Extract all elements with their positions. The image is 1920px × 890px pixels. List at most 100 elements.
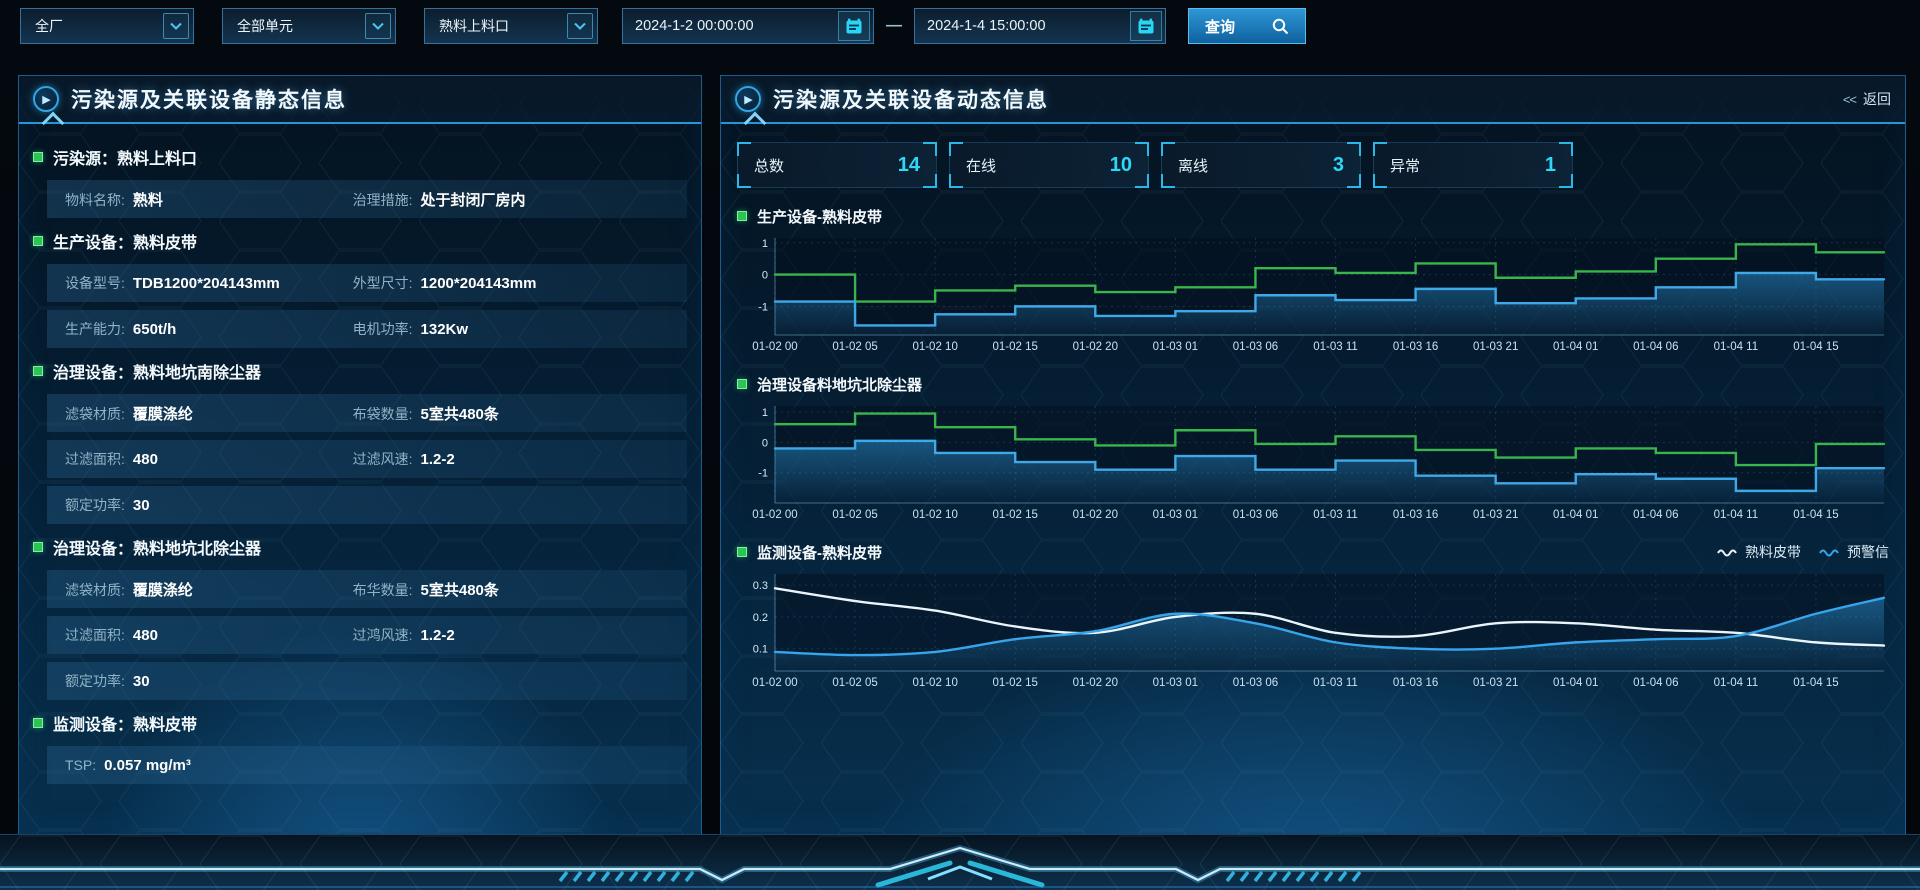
field-value: 480 (132, 451, 158, 468)
x-axis-label: 01-02 10 (912, 677, 957, 689)
start-calendar-button[interactable] (838, 11, 870, 41)
info-field: 滤袋材质: 覆膜涤纶 (65, 579, 353, 600)
x-axis-label: 01-03 11 (1313, 677, 1358, 689)
x-axis-label: 01-02 20 (1073, 509, 1118, 521)
section-heading: 治理设备：熟料地坑北除尘器 (33, 532, 687, 562)
start-datetime-value: 2024-1-2 00:00:00 (635, 18, 754, 34)
info-row: 设备型号: TDB1200*204143mm 外型尺寸: 1200*204143… (47, 264, 687, 302)
chevron-down-icon (365, 13, 391, 39)
x-axis-label: 01-03 01 (1153, 677, 1198, 689)
stat-value: 14 (897, 153, 920, 176)
x-axis-label: 01-03 11 (1313, 509, 1358, 521)
x-axis-label: 01-02 10 (912, 341, 957, 353)
chart-canvas: 01-02 00 01-02 05 01-02 10 01-02 15 01-02 20… (752, 238, 1886, 353)
section-heading: 生产设备：熟料皮带 (33, 226, 687, 256)
date-range-separator: — (886, 17, 902, 34)
pollution-source-dropdown-button[interactable] (563, 9, 597, 43)
end-calendar-button[interactable] (1130, 11, 1162, 41)
info-field: 布袋数量: 5室共480条 (353, 403, 499, 424)
back-button[interactable]: << 返回 (1843, 76, 1891, 122)
green-square-icon (33, 718, 43, 728)
y-axis-label: 0 (762, 437, 768, 449)
monitoring-device-chart-block: 监测设备-熟料皮带 熟料皮带 (737, 540, 1889, 692)
info-row: 物料名称: 熟料 治理措施: 处于封闭厂房内 (47, 180, 687, 218)
x-axis-label: 01-03 01 (1153, 341, 1198, 353)
end-datetime-input[interactable]: 2024-1-4 15:00:00 (914, 8, 1166, 44)
legend-item-material-belt[interactable]: 熟料皮带 (1717, 542, 1801, 562)
field-value: 30 (132, 673, 150, 690)
legend-item-warning[interactable]: 预警信 (1819, 542, 1889, 562)
x-axis-label: 01-03 21 (1473, 509, 1518, 521)
info-field: 额定功率: 30 (65, 671, 353, 691)
field-label: 额定功率: (65, 673, 125, 689)
legend-label: 预警信 (1847, 544, 1889, 560)
info-field: 布华数量: 5室共480条 (353, 579, 499, 600)
chart-title: 生产设备-熟料皮带 (757, 208, 882, 226)
plant-dropdown-button[interactable] (159, 9, 193, 43)
y-axis-label: 0 (762, 270, 768, 282)
field-value: 覆膜涤纶 (132, 581, 193, 599)
x-axis-label: 01-04 15 (1793, 341, 1838, 353)
field-value: 650t/h (132, 321, 177, 338)
green-square-icon (737, 379, 747, 389)
corner-decoration (1135, 174, 1149, 188)
info-row: TSP: 0.057 mg/m³ (47, 746, 687, 784)
start-datetime-input[interactable]: 2024-1-2 00:00:00 (622, 8, 874, 44)
chart-title: 监测设备-熟料皮带 (757, 544, 882, 562)
chart-canvas: 01-02 00 01-02 05 01-02 10 01-02 15 01-02 20… (752, 406, 1886, 521)
x-axis-label: 01-04 06 (1633, 341, 1678, 353)
select-plant[interactable]: 全厂 (20, 8, 194, 44)
field-value: 1.2-2 (420, 451, 455, 468)
info-row: 额定功率: 30 (47, 662, 687, 700)
calendar-icon (846, 18, 862, 34)
info-row: 额定功率: 30 (47, 486, 687, 524)
dynamic-info-body: 总数 14 在线 10 (721, 142, 1905, 692)
field-label: 滤袋材质: (65, 581, 125, 598)
green-square-icon (33, 542, 43, 552)
unit-dropdown-button[interactable] (361, 9, 395, 43)
static-panel-title: 污染源及关联设备静态信息 (71, 89, 347, 112)
field-value: 30 (132, 497, 150, 514)
main-content: ▶ 污染源及关联设备静态信息 污染源：熟料上料口 物料名称: 熟料 治理措施: (18, 75, 1906, 835)
treatment-device-chart: 01-02 00 01-02 05 01-02 10 01-02 15 01-02 20… (737, 400, 1889, 524)
corner-decoration (1135, 142, 1149, 156)
field-value: TDB1200*204143mm (132, 275, 280, 292)
green-square-icon (33, 366, 43, 376)
production-device-chart-block: 生产设备-熟料皮带 01-02 00 01-02 05 01-02 10 01-02 … (737, 204, 1889, 356)
x-axis-label: 01-04 11 (1714, 509, 1759, 521)
section-heading-text: 治理设备：熟料地坑南除尘器 (53, 365, 262, 382)
footer-decoration (0, 834, 1920, 890)
wave-line-icon (1717, 549, 1737, 557)
field-value: 0.057 mg/m³ (104, 756, 191, 774)
x-axis-label: 01-03 21 (1473, 677, 1518, 689)
query-button[interactable]: 查询 (1188, 8, 1306, 44)
chart-legend: 熟料皮带 预警信 (1717, 542, 1889, 562)
stat-value: 1 (1544, 153, 1556, 176)
info-field: 生产能力: 650t/h (65, 319, 353, 339)
field-label: 物料名称: (65, 191, 125, 208)
info-row: 滤袋材质: 覆膜涤纶 布华数量: 5室共480条 (47, 570, 687, 608)
x-axis-label: 01-02 00 (752, 677, 797, 689)
info-field: 物料名称: 熟料 (65, 189, 353, 210)
corner-decoration (923, 174, 937, 188)
select-unit[interactable]: 全部单元 (222, 8, 396, 44)
info-field: 设备型号: TDB1200*204143mm (65, 273, 353, 293)
field-label: 电机功率: (352, 321, 413, 337)
chart-canvas: 01-02 00 01-02 05 01-02 10 01-02 15 01-02 20… (752, 574, 1886, 689)
monitoring-device-chart: 01-02 00 01-02 05 01-02 10 01-02 15 01-02 20… (737, 568, 1889, 692)
x-axis-label: 01-03 21 (1473, 341, 1518, 353)
stat-label: 总数 (754, 157, 785, 175)
corner-decoration (1161, 174, 1175, 188)
x-axis-label: 01-02 15 (993, 341, 1038, 353)
info-field: 外型尺寸: 1200*204143mm (353, 273, 537, 293)
select-pollution-source[interactable]: 熟料上料口 (424, 8, 598, 44)
section-heading: 治理设备：熟料地坑南除尘器 (33, 356, 687, 386)
green-square-icon (33, 152, 43, 162)
x-axis-label: 01-03 06 (1233, 509, 1278, 521)
field-label: 布袋数量: (352, 405, 413, 422)
chart-title-row: 治理设备料地坑北除尘器 (737, 372, 1889, 396)
field-value: 1200*204143mm (420, 275, 537, 292)
field-value: 熟料 (132, 191, 163, 209)
x-axis-label: 01-03 06 (1233, 677, 1278, 689)
corner-decoration (737, 174, 751, 188)
